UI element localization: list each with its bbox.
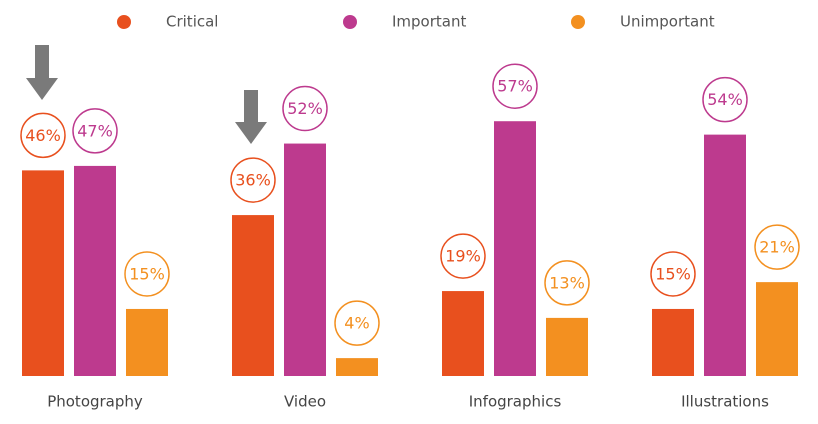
value-label-ring — [124, 251, 170, 297]
x-tick-label: Illustrations — [681, 393, 769, 411]
bar — [284, 143, 326, 376]
bar — [442, 291, 484, 376]
value-label: 52% — [287, 99, 323, 118]
value-label-ring — [334, 300, 380, 346]
value-label-ring — [20, 112, 66, 159]
legend-label: Unimportant — [620, 13, 715, 31]
x-tick-label: Photography — [47, 393, 143, 411]
value-label: 47% — [77, 121, 113, 140]
legend-label: Important — [392, 13, 466, 31]
value-label-ring — [440, 233, 486, 279]
x-tick-label: Infographics — [469, 393, 562, 411]
value-label: 19% — [445, 247, 481, 266]
bar — [126, 308, 168, 376]
value-label: 15% — [129, 264, 165, 283]
value-label: 15% — [655, 264, 691, 283]
value-label-ring — [650, 251, 696, 297]
bar — [232, 215, 274, 376]
value-label-ring — [492, 63, 538, 109]
bar — [22, 170, 64, 376]
legend-marker — [343, 15, 357, 29]
bar — [74, 165, 116, 376]
value-label: 21% — [759, 238, 795, 257]
value-label: 46% — [25, 126, 61, 145]
value-label: 54% — [707, 90, 743, 109]
value-label-ring — [544, 260, 590, 306]
bar — [494, 121, 536, 377]
bar — [652, 308, 694, 376]
value-label: 36% — [235, 171, 271, 190]
value-label-ring — [282, 85, 328, 132]
value-label: 57% — [497, 77, 533, 96]
legend-marker — [571, 15, 585, 29]
bar — [704, 134, 746, 376]
legend-marker — [117, 15, 131, 29]
value-label-ring — [754, 224, 800, 270]
x-tick-label: Video — [284, 393, 326, 411]
bar — [546, 317, 588, 376]
value-label: 13% — [549, 273, 585, 292]
bar — [336, 358, 378, 376]
arrow — [235, 90, 267, 144]
value-label-ring — [702, 76, 748, 123]
arrow — [26, 45, 58, 100]
value-label-ring — [230, 157, 276, 203]
legend-label: Critical — [166, 13, 218, 31]
value-label: 4% — [344, 314, 369, 333]
bar — [756, 282, 798, 376]
value-label-ring — [72, 108, 118, 154]
